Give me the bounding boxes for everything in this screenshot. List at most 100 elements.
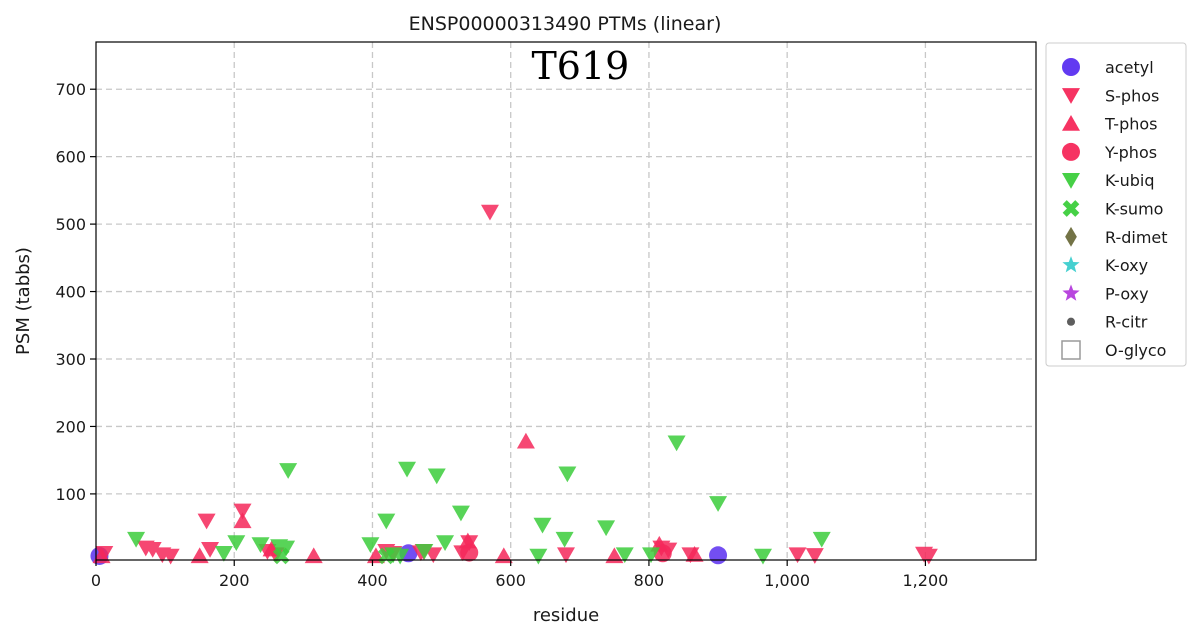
legend-label: K-oxy	[1105, 256, 1148, 275]
data-point-k-ubiq	[279, 463, 298, 479]
legend-marker-k-sumo	[1062, 200, 1080, 217]
x-tick-label: 0	[91, 571, 101, 590]
x-tick-label: 600	[495, 571, 526, 590]
data-point-k-ubiq	[451, 505, 470, 522]
legend: acetyl S-phos T-phos Y-phos K-ubiq K-sumo R-di…	[1045, 42, 1187, 367]
y-tick-label: 500	[55, 215, 86, 234]
data-point-y-phos	[460, 543, 479, 562]
legend-marker-y-phos	[1062, 142, 1080, 161]
legend-label: acetyl	[1105, 58, 1154, 77]
data-point-t-phos	[233, 512, 252, 529]
legend-marker-k-oxy	[1062, 256, 1080, 273]
y-axis-title: PSM (tabbs)	[13, 247, 34, 355]
legend-marker-k-ubiq	[1062, 173, 1080, 189]
legend-label: Y-phos	[1104, 143, 1157, 162]
y-tick-label: 300	[55, 350, 86, 369]
data-point-k-ubiq	[391, 548, 410, 565]
data-point-k-ubiq	[667, 435, 686, 452]
data-point-k-ubiq	[555, 531, 574, 548]
data-point-t-phos	[190, 547, 209, 564]
legend-item-s-phos: S-phos	[1062, 86, 1159, 105]
legend-item-r-citr: R-citr	[1066, 313, 1148, 332]
data-point-k-ubiq	[227, 535, 246, 552]
y-tick-label: 200	[55, 417, 86, 436]
y-tick-label: 600	[55, 148, 86, 167]
data-point-s-phos	[480, 204, 499, 221]
data-point-k-ubiq	[597, 520, 616, 537]
plot-frame	[95, 41, 1037, 561]
data-point-k-ubiq	[251, 537, 270, 554]
y-tick-label: 700	[55, 80, 86, 99]
legend-item-o-glyco: O-glyco	[1061, 340, 1166, 360]
annotation-label: T619	[531, 44, 629, 88]
data-point-k-ubiq	[615, 547, 634, 564]
data-point-t-phos	[516, 432, 535, 449]
data-point-s-phos	[197, 513, 216, 530]
data-point-s-phos	[233, 503, 252, 520]
x-tick-label: 1,200	[903, 571, 949, 590]
legend-marker-t-phos	[1062, 115, 1080, 131]
data-point-t-phos	[605, 547, 624, 564]
x-tick-label: 800	[634, 571, 665, 590]
legend-marker-acetyl	[1062, 58, 1080, 76]
series-s-phos	[95, 204, 938, 565]
data-point-t-phos	[304, 547, 323, 564]
legend-item-acetyl: acetyl	[1062, 58, 1154, 77]
data-point-s-phos	[788, 547, 807, 564]
y-tick-label: 400	[55, 283, 86, 302]
data-point-k-ubiq	[753, 548, 772, 565]
data-point-s-phos	[919, 548, 938, 565]
series-t-phos	[92, 432, 704, 564]
data-point-k-ubiq	[427, 468, 446, 485]
data-point-k-ubiq	[127, 531, 146, 548]
legend-item-r-dimet: R-dimet	[1065, 226, 1168, 247]
data-point-k-ubiq	[214, 546, 233, 562]
legend-label: P-oxy	[1105, 284, 1149, 303]
x-axis-title: residue	[533, 605, 599, 626]
legend-label: R-citr	[1105, 313, 1148, 332]
legend-label: R-dimet	[1105, 228, 1168, 247]
legend-label: K-ubiq	[1105, 171, 1154, 190]
legend-frame	[1045, 42, 1187, 367]
legend-label: T-phos	[1104, 115, 1158, 134]
x-tick-label: 400	[357, 571, 388, 590]
legend-item-k-sumo: K-sumo	[1062, 200, 1163, 219]
legend-item-k-ubiq: K-ubiq	[1062, 171, 1154, 190]
legend-item-t-phos: T-phos	[1062, 115, 1158, 134]
data-point-k-ubiq	[529, 548, 548, 565]
legend-item-k-oxy: K-oxy	[1062, 256, 1148, 275]
data-point-s-phos	[557, 547, 575, 564]
data-point-k-ubiq	[709, 496, 728, 512]
data-point-s-phos	[143, 542, 162, 558]
data-point-k-ubiq	[436, 535, 455, 552]
legend-item-p-oxy: P-oxy	[1062, 284, 1149, 303]
data-point-s-phos	[805, 548, 824, 564]
y-tick-label: 100	[55, 485, 86, 504]
legend-marker-r-citr	[1066, 317, 1076, 326]
data-points	[90, 204, 938, 565]
series-k-ubiq	[127, 435, 831, 565]
x-tick-label: 1,000	[764, 571, 810, 590]
axis-ticks: 0 200 400 600 800 1,000 1,200 100 200 300 400 500 60…	[55, 80, 948, 590]
series-acetyl	[90, 544, 728, 565]
legend-marker-o-glyco	[1061, 340, 1081, 360]
data-point-k-ubiq	[642, 547, 661, 564]
data-point-s-phos	[161, 548, 180, 565]
legend-marker-p-oxy	[1062, 284, 1080, 301]
data-point-t-phos	[92, 547, 111, 564]
data-point-k-ubiq	[415, 544, 434, 560]
x-tick-label: 200	[219, 571, 250, 590]
data-point-k-ubiq	[398, 461, 417, 478]
data-point-k-ubiq	[812, 531, 831, 548]
data-point-k-ubiq	[558, 466, 577, 483]
legend-label: O-glyco	[1105, 341, 1166, 360]
data-point-t-phos	[685, 546, 704, 562]
data-point-acetyl	[709, 546, 728, 565]
legend-item-y-phos: Y-phos	[1062, 142, 1157, 162]
data-point-t-phos	[494, 547, 513, 564]
annotations: T619	[531, 44, 629, 88]
data-point-k-ubiq	[377, 513, 396, 530]
grid-lines	[96, 42, 1036, 560]
chart-title: ENSP00000313490 PTMs (linear)	[409, 13, 722, 35]
